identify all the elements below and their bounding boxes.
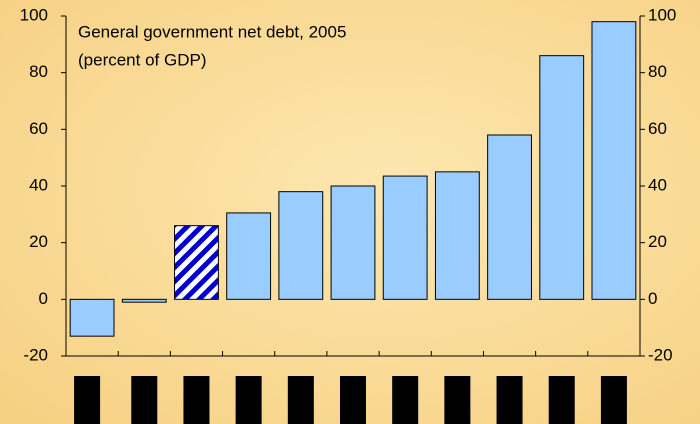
y-tick-label: 40 (29, 175, 48, 194)
y-tick-label: 60 (29, 119, 48, 138)
y2-tick-label: 0 (648, 289, 657, 308)
bar (539, 55, 585, 300)
y2-tick-label: 60 (648, 119, 667, 138)
y2-tick-label: -20 (648, 345, 673, 364)
y-tick-label: 80 (29, 62, 48, 81)
redacted-label (496, 376, 523, 424)
y2-tick-label: 80 (648, 62, 667, 81)
y-tick-label: 0 (39, 289, 48, 308)
redacted-label (600, 376, 627, 424)
redacted-label (287, 376, 314, 424)
redacted-label (183, 376, 210, 424)
redacted-label (444, 376, 471, 424)
y-tick-label: 20 (29, 232, 48, 251)
bar (330, 185, 376, 300)
bar (487, 134, 532, 300)
bar (434, 171, 480, 300)
bar (226, 212, 272, 300)
redacted-label (74, 376, 101, 424)
y-tick-label: -20 (23, 345, 48, 364)
chart-title: General government net debt, 2005 (78, 22, 346, 41)
redacted-label (392, 376, 419, 424)
bar (69, 298, 115, 337)
bar (591, 21, 637, 300)
bar (174, 225, 219, 300)
bar (278, 191, 324, 300)
bar (121, 298, 167, 303)
y-tick-label: 100 (20, 5, 48, 24)
chart-subtitle: (percent of GDP) (78, 50, 207, 69)
redacted-label (131, 376, 158, 424)
redacted-label (548, 376, 575, 424)
y2-tick-label: 20 (648, 232, 667, 251)
y2-tick-label: 40 (648, 175, 667, 194)
bar (382, 175, 428, 300)
y2-tick-label: 100 (648, 5, 676, 24)
redacted-label (340, 376, 366, 424)
redacted-label (235, 376, 262, 424)
